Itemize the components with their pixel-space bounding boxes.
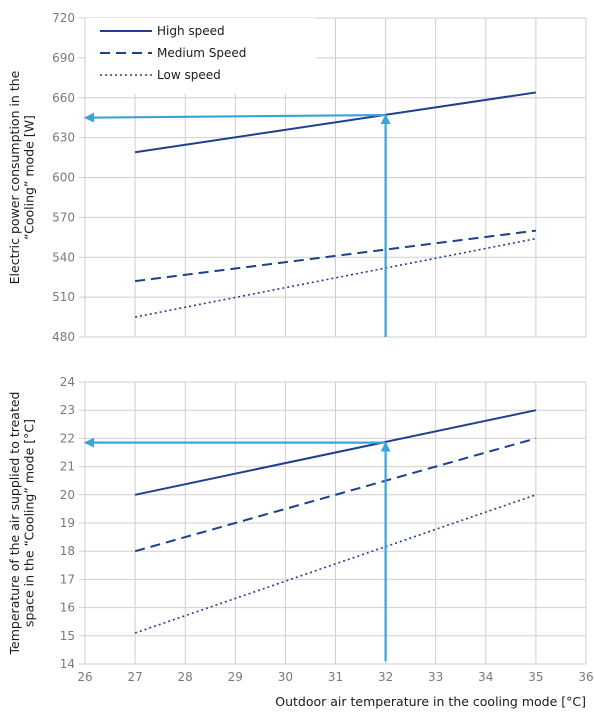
y-axis-label-line: Electric power consumption in the xyxy=(7,70,22,284)
legend-entry: Medium Speed xyxy=(157,46,246,60)
y-tick-label: 24 xyxy=(60,375,75,389)
y-tick-label: 16 xyxy=(60,601,75,615)
y-tick-label: 20 xyxy=(60,488,75,502)
y-tick-label: 630 xyxy=(52,131,75,145)
series-line-dashed xyxy=(134,229,537,283)
y-tick-label: 15 xyxy=(60,629,75,643)
y-tick-label: 18 xyxy=(60,544,75,558)
y-tick-label: 14 xyxy=(60,657,75,671)
legend-entry: High speed xyxy=(157,24,225,38)
x-tick-label: 35 xyxy=(528,670,543,684)
y-axis-label: Temperature of the air supplied to treat… xyxy=(7,392,36,656)
y-tick-label: 690 xyxy=(52,51,75,65)
y-tick-label: 510 xyxy=(52,290,75,304)
y-tick-label: 480 xyxy=(52,330,75,344)
x-tick-label: 29 xyxy=(228,670,243,684)
series-line-dotted xyxy=(134,237,537,318)
annotation-arrow-horizontal xyxy=(84,112,386,123)
y-tick-label: 660 xyxy=(52,91,75,105)
x-tick-label: 30 xyxy=(278,670,293,684)
y-axis-label-line: space in the “Cooling” mode [°C] xyxy=(21,419,36,627)
y-tick-label: 21 xyxy=(60,460,75,474)
series-line-dashed xyxy=(134,437,537,553)
y-axis-label-line: “Cooling” mode [W] xyxy=(21,115,36,240)
x-tick-label: 26 xyxy=(77,670,92,684)
y-tick-label: 17 xyxy=(60,572,75,586)
power-consumption-panel: 480 510 540 570 600 630 660 690 720 Electric powe… xyxy=(7,11,587,344)
x-axis-label: Outdoor air temperature in the cooling m… xyxy=(275,694,586,709)
legend-entry: Low speed xyxy=(157,68,221,82)
supply-air-temperature-panel: 14 15 16 17 18 19 20 21 22 23 24 26 27 28 29 30 31 32 33 34… xyxy=(7,375,594,709)
y-axis-label-line: Temperature of the air supplied to treat… xyxy=(7,392,22,656)
series-line-solid xyxy=(134,91,537,154)
y-tick-label: 570 xyxy=(52,210,75,224)
y-axis-label: Electric power consumption in the“Coolin… xyxy=(7,70,36,284)
y-tick-label: 600 xyxy=(52,171,75,185)
x-tick-label: 34 xyxy=(478,670,493,684)
y-tick-label: 540 xyxy=(52,250,75,264)
x-tick-label: 32 xyxy=(378,670,393,684)
y-tick-label: 22 xyxy=(60,431,75,445)
series-line-solid xyxy=(134,409,537,496)
x-tick-label: 28 xyxy=(178,670,193,684)
x-tick-label: 27 xyxy=(127,670,142,684)
series-line-dotted xyxy=(134,494,537,634)
x-tick-label: 36 xyxy=(578,670,593,684)
x-tick-label: 33 xyxy=(428,670,443,684)
y-tick-label: 19 xyxy=(60,516,75,530)
x-tick-label: 31 xyxy=(328,670,343,684)
y-tick-label: 23 xyxy=(60,403,75,417)
legend: High speed Medium Speed Low speed xyxy=(86,18,316,94)
y-tick-label: 720 xyxy=(52,11,75,25)
